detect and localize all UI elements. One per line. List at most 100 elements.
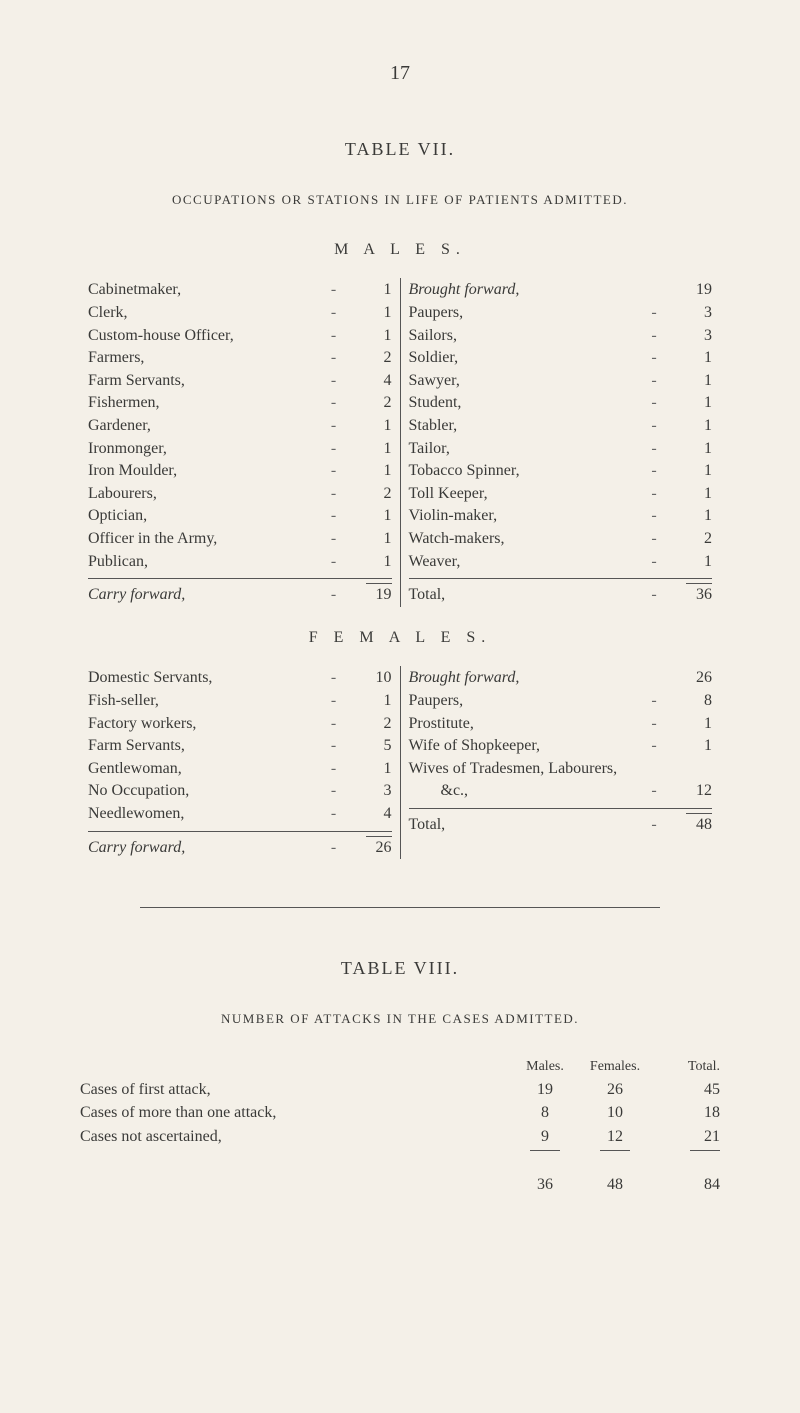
table8-cell: 10: [580, 1102, 650, 1124]
row-label: Gentlewoman,: [88, 758, 304, 780]
row-label: Ironmonger,: [88, 438, 304, 460]
row-value: 2: [364, 392, 392, 414]
row-value: 1: [684, 713, 712, 735]
table-row: Optician,-1: [88, 505, 392, 527]
table7-title: TABLE VII.: [80, 137, 720, 161]
table8-header-row: Males. Females. Total.: [80, 1058, 720, 1077]
table-row: Violin-maker,-1: [409, 505, 713, 527]
row-value: 1: [364, 325, 392, 347]
table-row: Publican,-1: [88, 551, 392, 573]
table-row: Stabler,-1: [409, 415, 713, 437]
row-value: 1: [684, 370, 712, 392]
row-label: Stabler,: [409, 415, 625, 437]
carry-forward-row: Carry forward,-19: [88, 578, 392, 606]
row-value: 1: [684, 483, 712, 505]
table8-total-males: 36: [510, 1174, 580, 1196]
row-value: 1: [364, 505, 392, 527]
table-row: Paupers,-3: [409, 302, 713, 324]
row-label: No Occupation,: [88, 780, 304, 802]
table-row: Cabinetmaker,-1: [88, 279, 392, 301]
table8-rule: [80, 1150, 720, 1173]
row-label: Tailor,: [409, 438, 625, 460]
table-row: Watch-makers,-2: [409, 528, 713, 550]
row-label: Labourers,: [88, 483, 304, 505]
table8-row-label: Cases of more than one attack,: [80, 1102, 510, 1124]
table8-cell: 9: [510, 1126, 580, 1148]
table-row: Labourers,-2: [88, 483, 392, 505]
row-value: 12: [684, 780, 712, 802]
table-row: Prostitute,-1: [409, 713, 713, 735]
table-row: Tailor,-1: [409, 438, 713, 460]
row-value: 26: [364, 836, 392, 859]
row-label: Cabinetmaker,: [88, 279, 304, 301]
row-label: Wife of Shopkeeper,: [409, 735, 625, 757]
table8-cell: 26: [580, 1079, 650, 1101]
table-row: &c.,-12: [409, 780, 713, 802]
row-value: 1: [684, 460, 712, 482]
row-value: 1: [364, 460, 392, 482]
table8-row: Cases of more than one attack,81018: [80, 1102, 720, 1124]
row-value: 2: [364, 713, 392, 735]
table8-row-label: Cases not ascertained,: [80, 1126, 510, 1148]
row-label: Carry forward,: [88, 837, 304, 859]
row-value: 26: [684, 667, 712, 689]
row-label: Paupers,: [409, 690, 625, 712]
row-label: Fishermen,: [88, 392, 304, 414]
row-value: 1: [684, 392, 712, 414]
brought-forward-row: Brought forward,26: [409, 667, 713, 689]
row-value: 4: [364, 370, 392, 392]
row-label: Prostitute,: [409, 713, 625, 735]
row-value: 1: [684, 505, 712, 527]
table-row: Weaver,-1: [409, 551, 713, 573]
row-value: 1: [684, 735, 712, 757]
total-row: Total,-36: [409, 578, 713, 606]
females-left-col: Domestic Servants,-10Fish-seller,-1Facto…: [80, 666, 401, 859]
carry-forward-row: Carry forward,-26: [88, 831, 392, 859]
table8-total-row: 36 48 84: [80, 1174, 720, 1196]
table-row: Farmers,-2: [88, 347, 392, 369]
row-value: 1: [684, 415, 712, 437]
row-label: Sawyer,: [409, 370, 625, 392]
row-value: 5: [364, 735, 392, 757]
table-row: Factory workers,-2: [88, 713, 392, 735]
row-label: Carry forward,: [88, 584, 304, 606]
table-row: Gentlewoman,-1: [88, 758, 392, 780]
table-row: No Occupation,-3: [88, 780, 392, 802]
row-value: 1: [364, 758, 392, 780]
row-label: Farmers,: [88, 347, 304, 369]
females-columns: Domestic Servants,-10Fish-seller,-1Facto…: [80, 666, 720, 859]
row-label: Custom-house Officer,: [88, 325, 304, 347]
table-row: Sailors,-3: [409, 325, 713, 347]
table8-cell: 45: [650, 1079, 720, 1101]
row-label: Student,: [409, 392, 625, 414]
table-row: Farm Servants,-5: [88, 735, 392, 757]
table-row: Gardener,-1: [88, 415, 392, 437]
row-label: Optician,: [88, 505, 304, 527]
row-label: Toll Keeper,: [409, 483, 625, 505]
table-row: Sawyer,-1: [409, 370, 713, 392]
row-label: Violin-maker,: [409, 505, 625, 527]
row-value: 19: [684, 279, 712, 301]
table8-cell: 12: [580, 1126, 650, 1148]
row-value: 4: [364, 803, 392, 825]
males-right-col: Brought forward,19Paupers,-3Sailors,-3So…: [401, 278, 721, 606]
row-value: 2: [364, 347, 392, 369]
row-label: Farm Servants,: [88, 370, 304, 392]
row-value: 36: [684, 583, 712, 606]
row-value: 1: [364, 279, 392, 301]
table-row: Ironmonger,-1: [88, 438, 392, 460]
table8-header-females: Females.: [580, 1058, 650, 1077]
row-label: &c.,: [409, 780, 625, 802]
divider: [140, 907, 660, 908]
row-value: 1: [364, 438, 392, 460]
table-row: Custom-house Officer,-1: [88, 325, 392, 347]
table-row: Clerk,-1: [88, 302, 392, 324]
table7-subtitle: OCCUPATIONS OR STATIONS IN LIFE OF PATIE…: [80, 191, 720, 209]
table8-cell: 8: [510, 1102, 580, 1124]
table8-cell: 21: [650, 1126, 720, 1148]
row-value: 1: [364, 690, 392, 712]
row-label: Total,: [409, 584, 625, 606]
row-value: 3: [364, 780, 392, 802]
table8-subtitle: NUMBER OF ATTACKS IN THE CASES ADMITTED.: [80, 1010, 720, 1028]
row-label: Brought forward,: [409, 279, 625, 301]
